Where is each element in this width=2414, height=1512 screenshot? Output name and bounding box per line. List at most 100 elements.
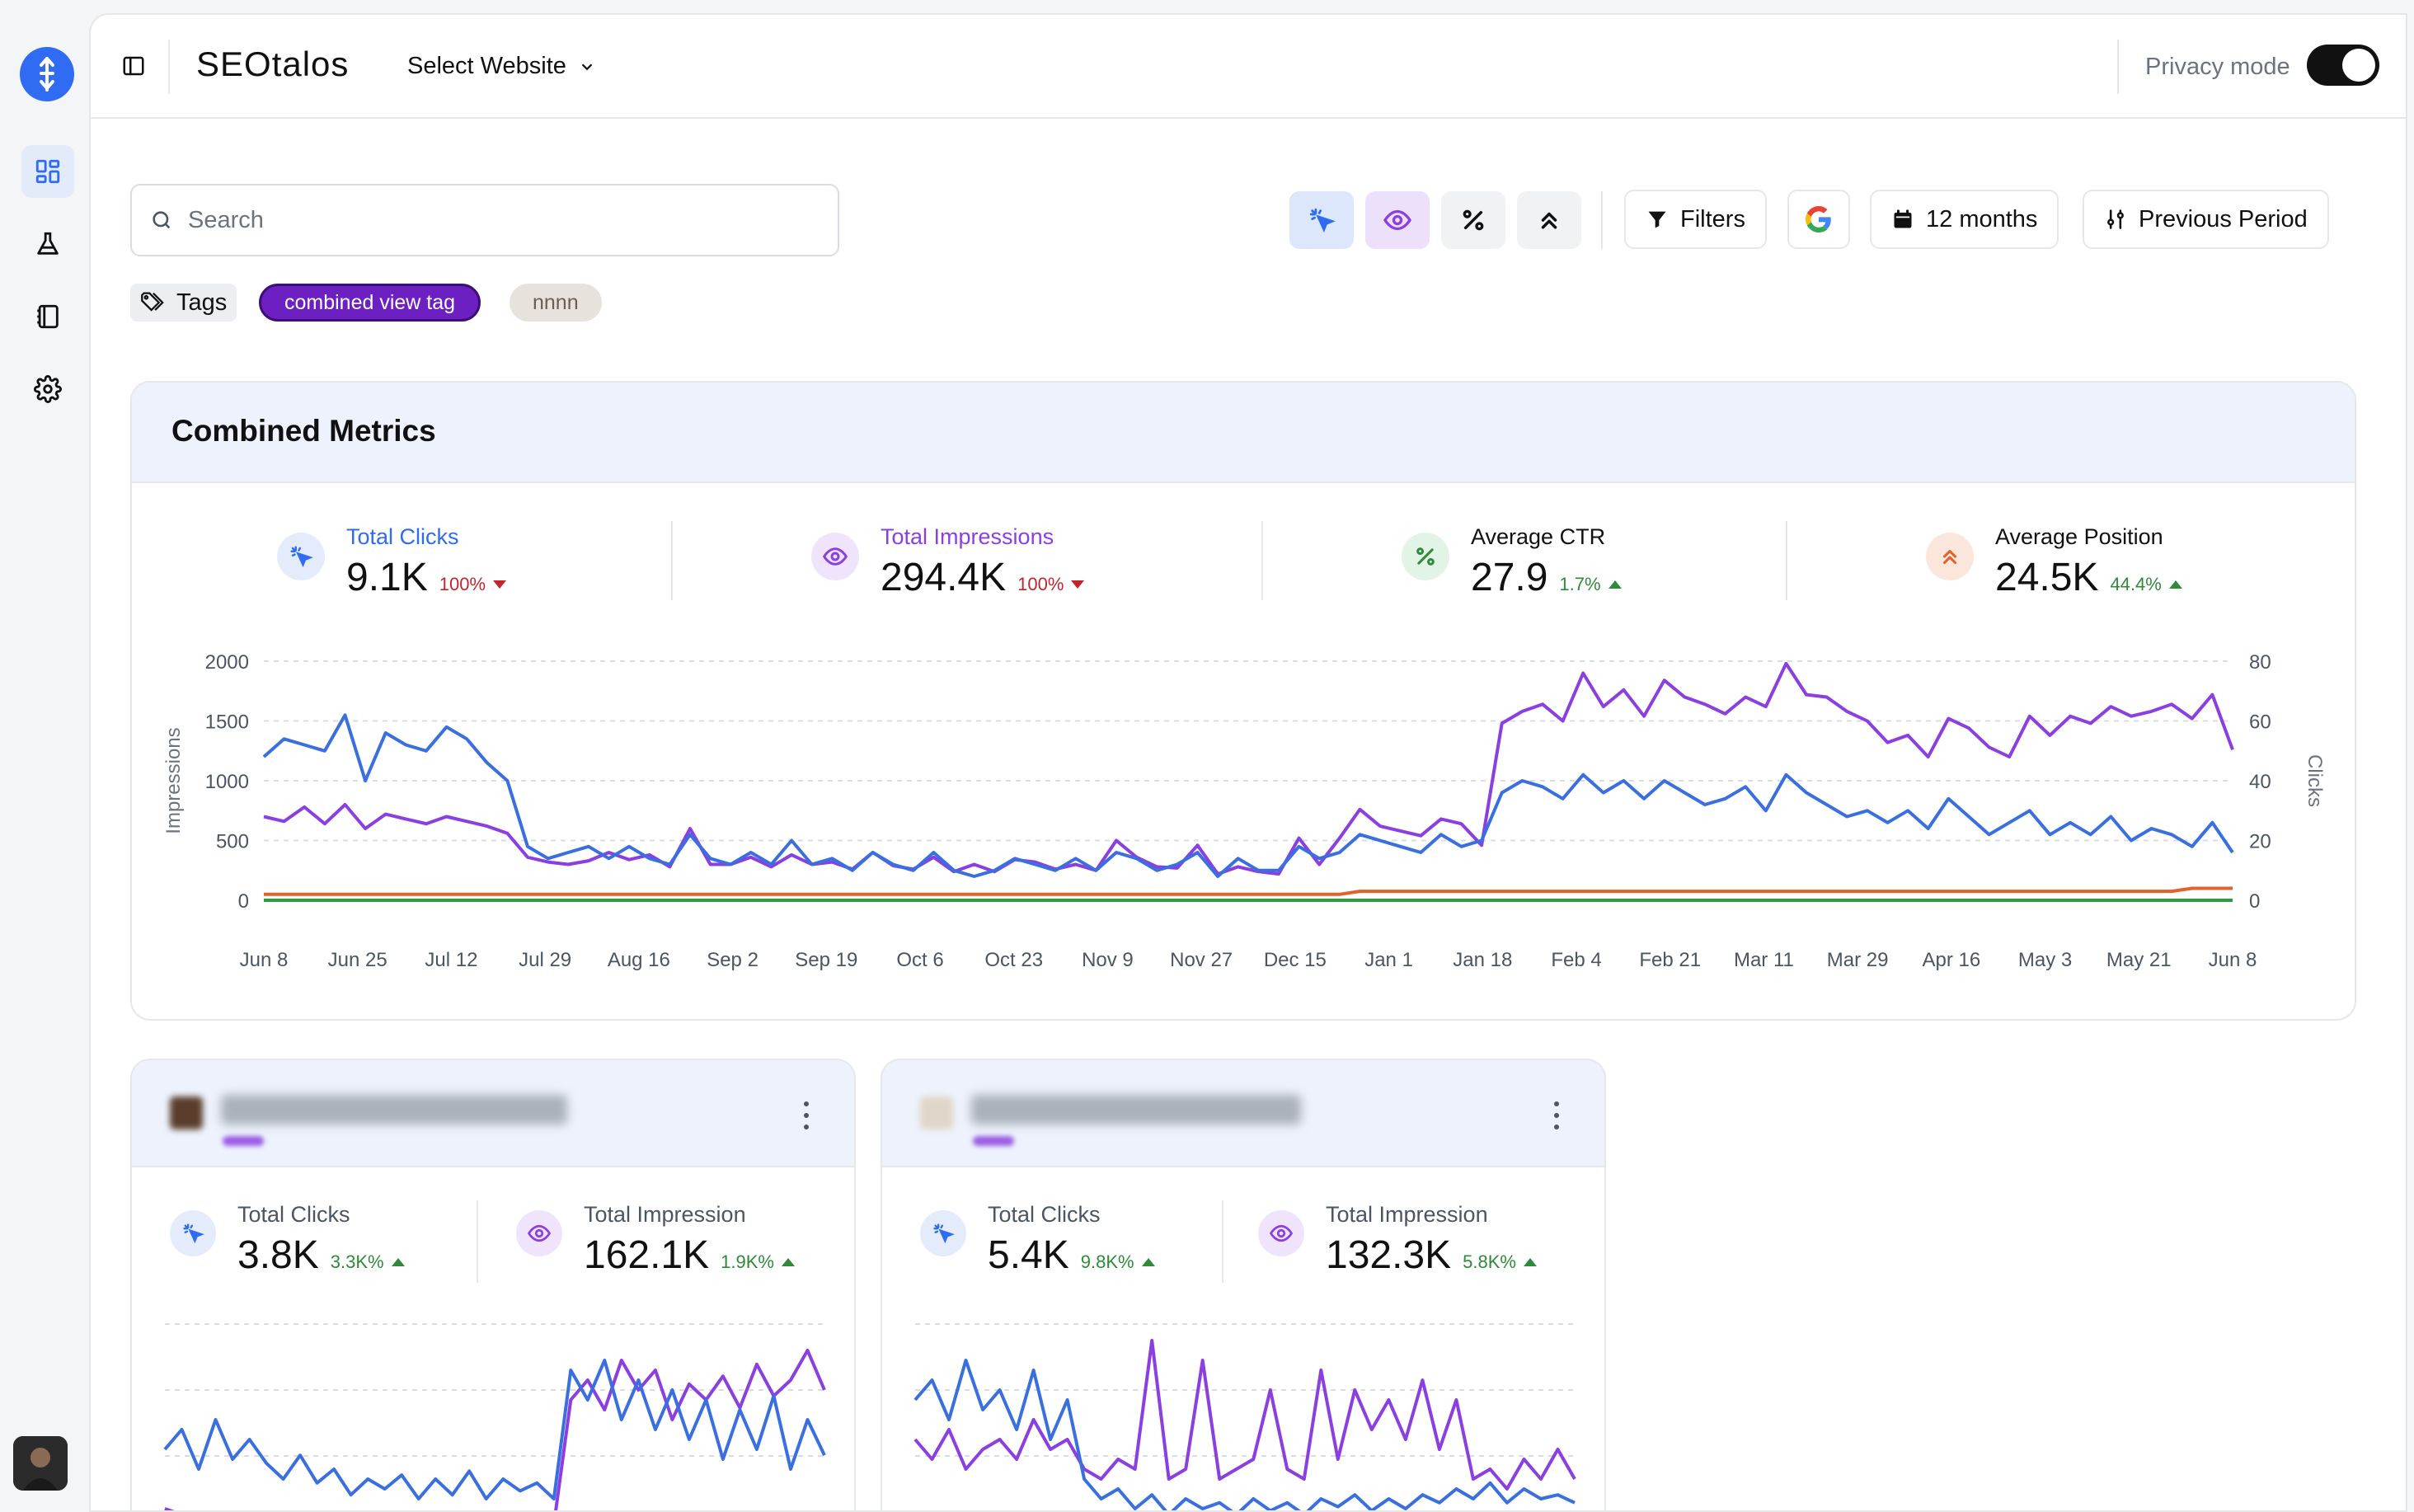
cursor-click-icon [277, 533, 325, 580]
more-options-icon[interactable] [798, 1101, 815, 1129]
x-tick-label: Sep 2 [707, 949, 758, 971]
google-icon [1806, 206, 1831, 232]
stat-label: Total Clicks [237, 1202, 350, 1227]
y-tick-label: 500 [216, 831, 249, 853]
triangle-up-icon [2168, 580, 2182, 589]
chevrons-up-icon [1926, 533, 1974, 580]
stat-value: 5.4K [988, 1233, 1069, 1277]
site-favicon [920, 1096, 953, 1129]
toggle-impressions-eye-icon[interactable] [1365, 191, 1430, 249]
combined-metrics-header: Combined Metrics [132, 383, 2355, 483]
mini-series-clicks [913, 1359, 1576, 1510]
stat-delta: 9.8K% [1081, 1251, 1156, 1273]
y2-tick-label: 20 [2249, 831, 2271, 853]
site-stat-impressions[interactable]: Total Impression 132.3K 5.8K% [1258, 1202, 1538, 1278]
y-tick-label: 2000 [205, 651, 249, 674]
percent-icon [1402, 533, 1449, 580]
stat-value: 132.3K [1326, 1233, 1452, 1277]
triangle-up-icon [391, 1258, 405, 1266]
stat-average-position[interactable]: Average Position 24.5K 44.4% [1926, 524, 2183, 600]
search-input[interactable] [188, 206, 815, 234]
stat-total-clicks[interactable]: Total Clicks 9.1K 100% [277, 524, 507, 600]
combined-metrics-chart[interactable]: 2000 1500 1000 500 0 80 60 40 20 0 Impressions Clic… [132, 383, 2356, 1021]
tag-chip-active[interactable]: combined view tag [259, 284, 481, 322]
site-name-blurred[interactable] [971, 1095, 1301, 1125]
x-tick-label: Mar 29 [1827, 949, 1889, 971]
toggle-clicks-cursor-icon[interactable] [1289, 191, 1354, 249]
y2-axis-label: Clicks [2304, 754, 2326, 807]
series-line-clicks [262, 713, 2234, 878]
triangle-up-icon [1141, 1258, 1155, 1266]
site-stat-clicks[interactable]: Total Clicks 3.8K 3.3K% [170, 1202, 406, 1278]
date-range-label: 12 months [1926, 205, 2038, 232]
nav-dashboard-icon[interactable] [21, 145, 74, 198]
combined-metrics-card: Combined Metrics Total Clicks 9.1K 100% … [130, 381, 2356, 1021]
site-name-blurred[interactable] [221, 1095, 567, 1125]
site-stat-clicks[interactable]: Total Clicks 5.4K 9.8K% [920, 1202, 1156, 1278]
compare-period-button[interactable]: Previous Period [2083, 190, 2329, 249]
nav-experiments-flask-icon[interactable] [21, 218, 74, 270]
search-box[interactable] [130, 184, 839, 256]
privacy-mode-label: Privacy mode [2145, 54, 2290, 80]
site-stat-impressions[interactable]: Total Impression 162.1K 1.9K% [516, 1202, 796, 1278]
calendar-icon [1894, 209, 1912, 228]
stat-delta: 3.3K% [331, 1251, 406, 1273]
stat-delta: 100% [439, 574, 507, 595]
tag-chip[interactable]: nnnn [510, 284, 602, 322]
stat-label: Total Clicks [346, 524, 459, 549]
sliders-icon [2107, 209, 2124, 229]
x-tick-label: Aug 16 [608, 949, 670, 971]
toggle-ctr-percent-icon[interactable] [1441, 191, 1505, 249]
select-website-dropdown[interactable]: Select Website [407, 53, 596, 80]
triangle-up-icon [1523, 1258, 1537, 1266]
x-tick-label: Sep 19 [795, 949, 857, 971]
mini-series-clicks [163, 1359, 826, 1500]
y-tick-label: 1500 [205, 711, 249, 734]
triangle-up-icon [1608, 580, 1622, 589]
privacy-mode-toggle[interactable] [2307, 45, 2379, 86]
stat-label: Total Impression [584, 1202, 746, 1227]
x-tick-label: Nov 9 [1082, 949, 1134, 971]
compare-period-label: Previous Period [2139, 205, 2308, 232]
combined-metrics-title: Combined Metrics [171, 414, 436, 448]
user-avatar[interactable] [13, 1436, 68, 1491]
stat-total-impressions[interactable]: Total Impressions 294.4K 100% [811, 524, 1085, 600]
x-tick-label: Feb 21 [1639, 949, 1701, 971]
x-tick-label: Jun 25 [328, 949, 387, 971]
nav-settings-gear-icon[interactable] [21, 363, 74, 416]
x-tick-label: Jan 18 [1453, 949, 1512, 971]
stat-divider [1786, 521, 1787, 600]
stat-delta: 1.9K% [721, 1251, 796, 1273]
more-options-icon[interactable] [1548, 1101, 1565, 1129]
site-card[interactable]: Total Clicks 3.8K 3.3K% Total Impression… [130, 1059, 856, 1510]
filters-button[interactable]: Filters [1624, 190, 1767, 249]
toggle-knob [2342, 49, 2375, 82]
date-range-button[interactable]: 12 months [1870, 190, 2059, 249]
stat-divider [1261, 521, 1263, 600]
google-source-button[interactable] [1787, 190, 1850, 249]
cursor-click-icon [920, 1210, 966, 1256]
x-tick-label: May 3 [2018, 949, 2072, 971]
site-favicon [170, 1096, 203, 1129]
tags-icon [141, 292, 164, 312]
stat-delta: 1.7% [1559, 574, 1622, 595]
stat-average-ctr[interactable]: Average CTR 27.9 1.7% [1402, 524, 1623, 600]
triangle-up-icon [781, 1258, 795, 1266]
nav-notebook-icon[interactable] [21, 290, 74, 343]
toolbar-divider [1601, 191, 1603, 249]
stat-delta: 44.4% [2110, 574, 2182, 595]
header-divider [168, 40, 170, 94]
site-card[interactable]: Total Clicks 5.4K 9.8K% Total Impression… [881, 1059, 1606, 1510]
stat-divider [1222, 1200, 1223, 1283]
eye-icon [1258, 1210, 1304, 1256]
stat-value: 24.5K [1995, 556, 2099, 599]
x-tick-label: Jan 1 [1364, 949, 1413, 971]
y-axis-label: Impressions [162, 727, 185, 833]
app-logo-icon[interactable] [20, 47, 74, 101]
site-tag-blurred [223, 1136, 264, 1146]
sidebar-toggle-icon[interactable] [117, 49, 150, 82]
mini-series-impressions [164, 1349, 826, 1510]
toggle-position-chevrons-up-icon[interactable] [1517, 191, 1581, 249]
x-tick-label: Feb 4 [1551, 949, 1601, 971]
x-tick-label: Mar 11 [1734, 949, 1794, 971]
